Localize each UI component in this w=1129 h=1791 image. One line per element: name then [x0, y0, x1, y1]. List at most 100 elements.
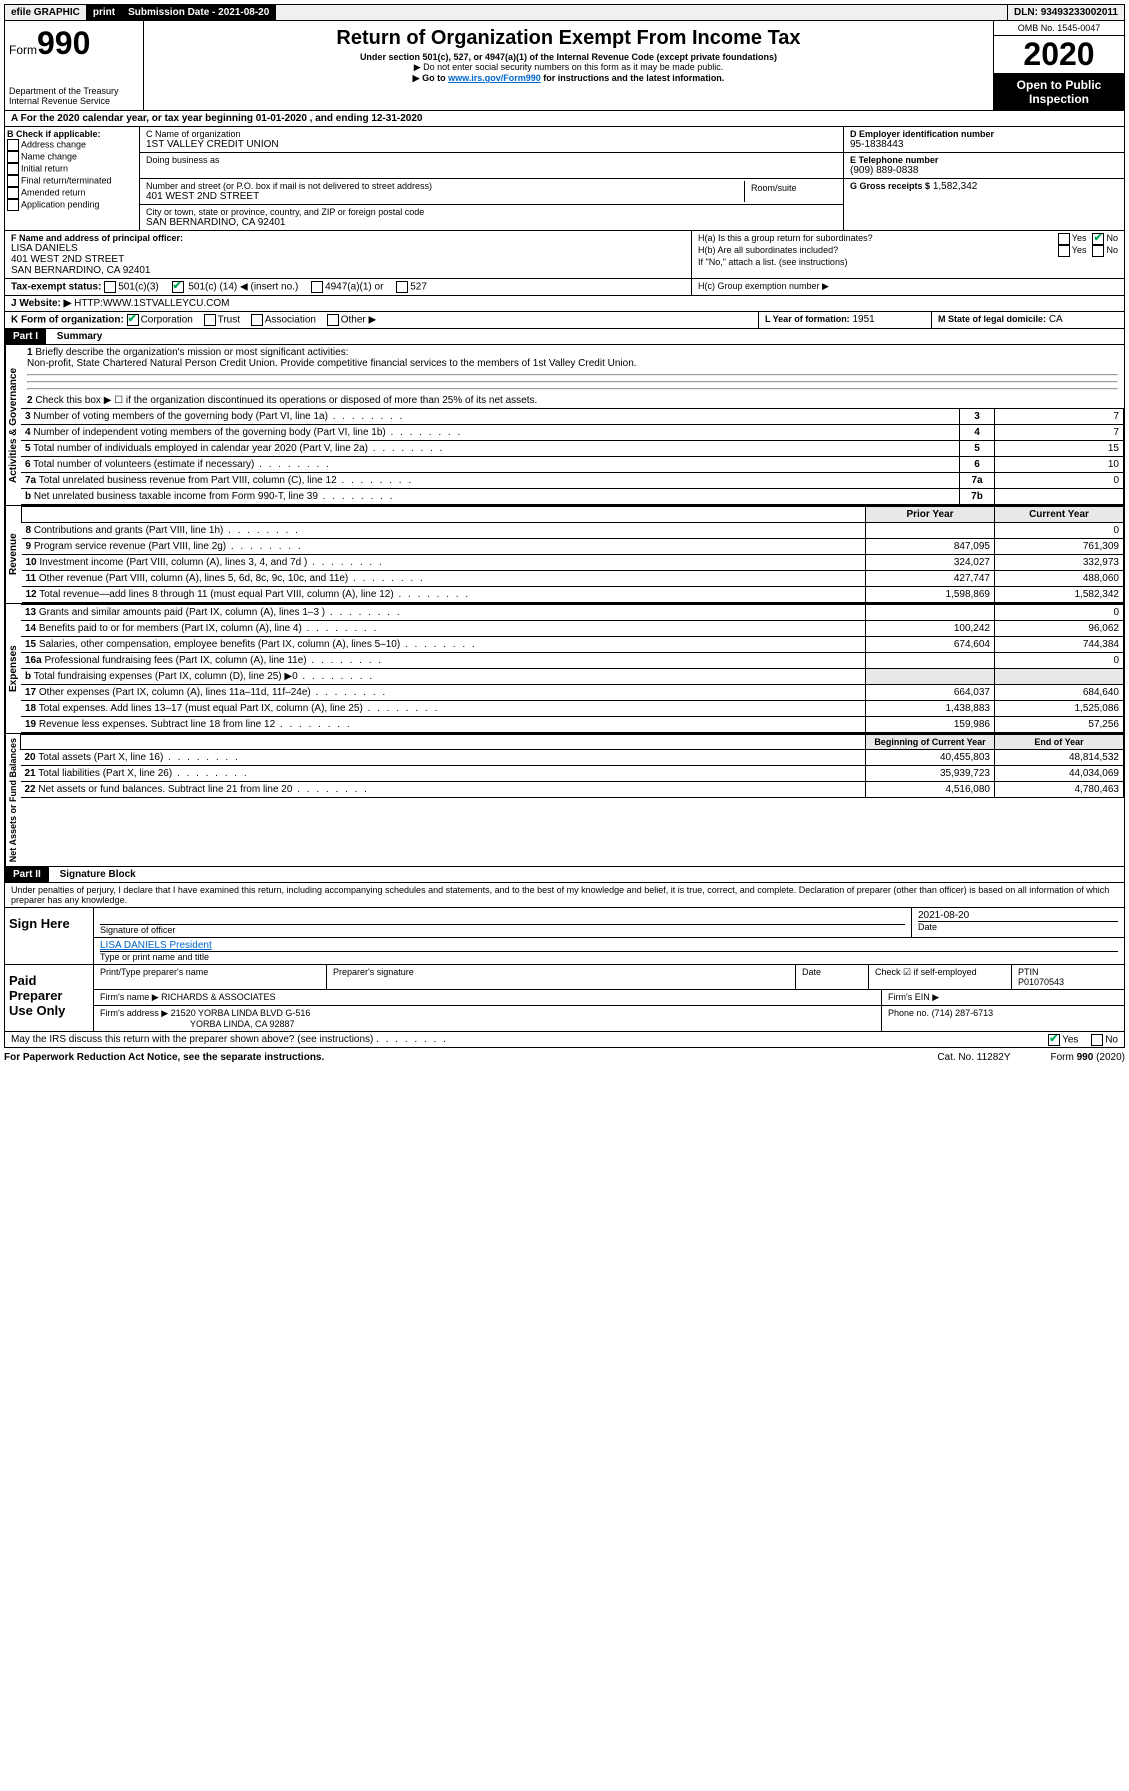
officer-printed-name[interactable]: LISA DANIELS President: [100, 940, 1118, 951]
topbar: efile GRAPHIC print Submission Date - 20…: [4, 4, 1125, 21]
pra-notice: For Paperwork Reduction Act Notice, see …: [4, 1052, 937, 1063]
year-formation: 1951: [852, 314, 874, 325]
gross-value: 1,582,342: [933, 181, 978, 192]
col-end: End of Year: [995, 735, 1124, 750]
table-row: 15 Salaries, other compensation, employe…: [21, 637, 1124, 653]
revenue-table: Prior YearCurrent Year 8 Contributions a…: [21, 506, 1124, 603]
cb-corp[interactable]: [127, 314, 139, 326]
ein-label: D Employer identification number: [850, 129, 1118, 139]
cb-hb-yes[interactable]: [1058, 245, 1070, 257]
form-number: Form990: [9, 25, 139, 62]
line2-label: Check this box ▶ ☐ if the organization d…: [35, 395, 537, 406]
cb-discuss-no[interactable]: [1091, 1034, 1103, 1046]
cb-name-change[interactable]: [7, 151, 19, 163]
row-j: J Website: ▶ HTTP:WWW.1STVALLEYCU.COM: [4, 296, 1125, 312]
row-a-period: A For the 2020 calendar year, or tax yea…: [4, 111, 1125, 127]
firm-name-label: Firm's name ▶: [100, 992, 159, 1002]
table-row: 19 Revenue less expenses. Subtract line …: [21, 717, 1124, 733]
cb-address-change[interactable]: [7, 139, 19, 151]
cb-hb-no[interactable]: [1092, 245, 1104, 257]
website-value: HTTP:WWW.1STVALLEYCU.COM: [74, 298, 229, 309]
org-name: 1ST VALLEY CREDIT UNION: [146, 139, 837, 150]
cb-ha-no[interactable]: [1092, 233, 1104, 245]
cb-527[interactable]: [396, 281, 408, 293]
section-expenses: Expenses 13 Grants and similar amounts p…: [4, 604, 1125, 734]
efile-label: efile GRAPHIC: [5, 5, 87, 20]
prep-sig-label: Preparer's signature: [327, 965, 796, 989]
cb-501c3[interactable]: [104, 281, 116, 293]
form-org-label: K Form of organization:: [11, 315, 124, 326]
table-row: b Net unrelated business taxable income …: [21, 489, 1124, 505]
dba-label: Doing business as: [146, 155, 837, 165]
ssn-note: ▶ Do not enter social security numbers o…: [148, 62, 989, 73]
cb-app-pending[interactable]: [7, 199, 19, 211]
part2-header: Part II Signature Block: [4, 867, 1125, 883]
table-row: 17 Other expenses (Part IX, column (A), …: [21, 685, 1124, 701]
section-netassets: Net Assets or Fund Balances Beginning of…: [4, 734, 1125, 867]
perjury-statement: Under penalties of perjury, I declare th…: [4, 883, 1125, 908]
side-expenses: Expenses: [5, 604, 21, 733]
cb-final-return[interactable]: [7, 175, 19, 187]
officer-label: F Name and address of principal officer:: [11, 233, 685, 243]
cb-assoc[interactable]: [251, 314, 263, 326]
part2-title: Part II: [5, 867, 49, 882]
table-row: 21 Total liabilities (Part X, line 26)35…: [21, 766, 1124, 782]
table-row: 9 Program service revenue (Part VIII, li…: [22, 539, 1124, 555]
prep-date-label: Date: [796, 965, 869, 989]
sign-here-label: Sign Here: [5, 908, 94, 964]
cb-amended[interactable]: [7, 187, 19, 199]
street-label: Number and street (or P.O. box if mail i…: [146, 181, 744, 191]
col-current: Current Year: [995, 507, 1124, 523]
cb-4947[interactable]: [311, 281, 323, 293]
part1-title: Part I: [5, 329, 46, 344]
col-prior: Prior Year: [866, 507, 995, 523]
paid-preparer-block: Paid Preparer Use Only Print/Type prepar…: [4, 965, 1125, 1032]
omb-number: OMB No. 1545-0047: [994, 21, 1124, 36]
org-name-label: C Name of organization: [146, 129, 837, 139]
part2-subtitle: Signature Block: [52, 869, 136, 880]
table-row: 20 Total assets (Part X, line 16)40,455,…: [21, 750, 1124, 766]
table-row: 14 Benefits paid to or for members (Part…: [21, 621, 1124, 637]
table-row: 18 Total expenses. Add lines 13–17 (must…: [21, 701, 1124, 717]
firm-addr2: YORBA LINDA, CA 92887: [100, 1019, 295, 1029]
street-value: 401 WEST 2ND STREET: [146, 191, 744, 202]
mission-text: Non-profit, State Chartered Natural Pers…: [27, 358, 637, 369]
domicile-value: CA: [1049, 314, 1063, 325]
table-row: 12 Total revenue—add lines 8 through 11 …: [22, 587, 1124, 603]
discuss-label: May the IRS discuss this return with the…: [11, 1034, 373, 1045]
netassets-table: Beginning of Current YearEnd of Year 20 …: [20, 734, 1124, 798]
table-row: b Total fundraising expenses (Part IX, c…: [21, 669, 1124, 685]
sig-date: 2021-08-20: [918, 910, 1118, 921]
cb-trust[interactable]: [204, 314, 216, 326]
type-name-label: Type or print name and title: [100, 951, 1118, 962]
prep-phone: (714) 287-6713: [932, 1008, 994, 1018]
firm-addr1: 21520 YORBA LINDA BLVD G-516: [171, 1008, 311, 1018]
cb-other[interactable]: [327, 314, 339, 326]
form-header: Form990 Department of the Treasury Inter…: [4, 21, 1125, 111]
officer-addr2: SAN BERNARDINO, CA 92401: [11, 265, 685, 276]
city-value: SAN BERNARDINO, CA 92401: [146, 217, 837, 228]
officer-addr1: 401 WEST 2ND STREET: [11, 254, 685, 265]
sig-officer-label: Signature of officer: [100, 924, 905, 935]
print-button[interactable]: print: [87, 5, 122, 20]
paid-preparer-label: Paid Preparer Use Only: [5, 965, 94, 1031]
form-title: Return of Organization Exempt From Incom…: [148, 27, 989, 50]
part1-subtitle: Summary: [49, 331, 103, 342]
cb-discuss-yes[interactable]: [1048, 1034, 1060, 1046]
cb-501c[interactable]: [172, 281, 184, 293]
year-formation-label: L Year of formation:: [765, 314, 850, 324]
ptin-label: PTIN: [1018, 967, 1118, 977]
prep-name-label: Print/Type preparer's name: [94, 965, 327, 989]
phone-value: (909) 889-0838: [850, 165, 1118, 176]
cb-ha-yes[interactable]: [1058, 233, 1070, 245]
h-b-note: If "No," attach a list. (see instruction…: [698, 257, 1118, 267]
section-revenue: Revenue Prior YearCurrent Year 8 Contrib…: [4, 506, 1125, 604]
cat-no: Cat. No. 11282Y: [937, 1052, 1010, 1063]
row-klm: K Form of organization: Corporation Trus…: [4, 312, 1125, 329]
irs-link[interactable]: www.irs.gov/Form990: [448, 73, 541, 83]
table-row: 3 Number of voting members of the govern…: [21, 409, 1124, 425]
sig-date-label: Date: [918, 921, 1118, 932]
h-b: H(b) Are all subordinates included?: [698, 245, 1058, 257]
table-row: 8 Contributions and grants (Part VIII, l…: [22, 523, 1124, 539]
cb-initial-return[interactable]: [7, 163, 19, 175]
